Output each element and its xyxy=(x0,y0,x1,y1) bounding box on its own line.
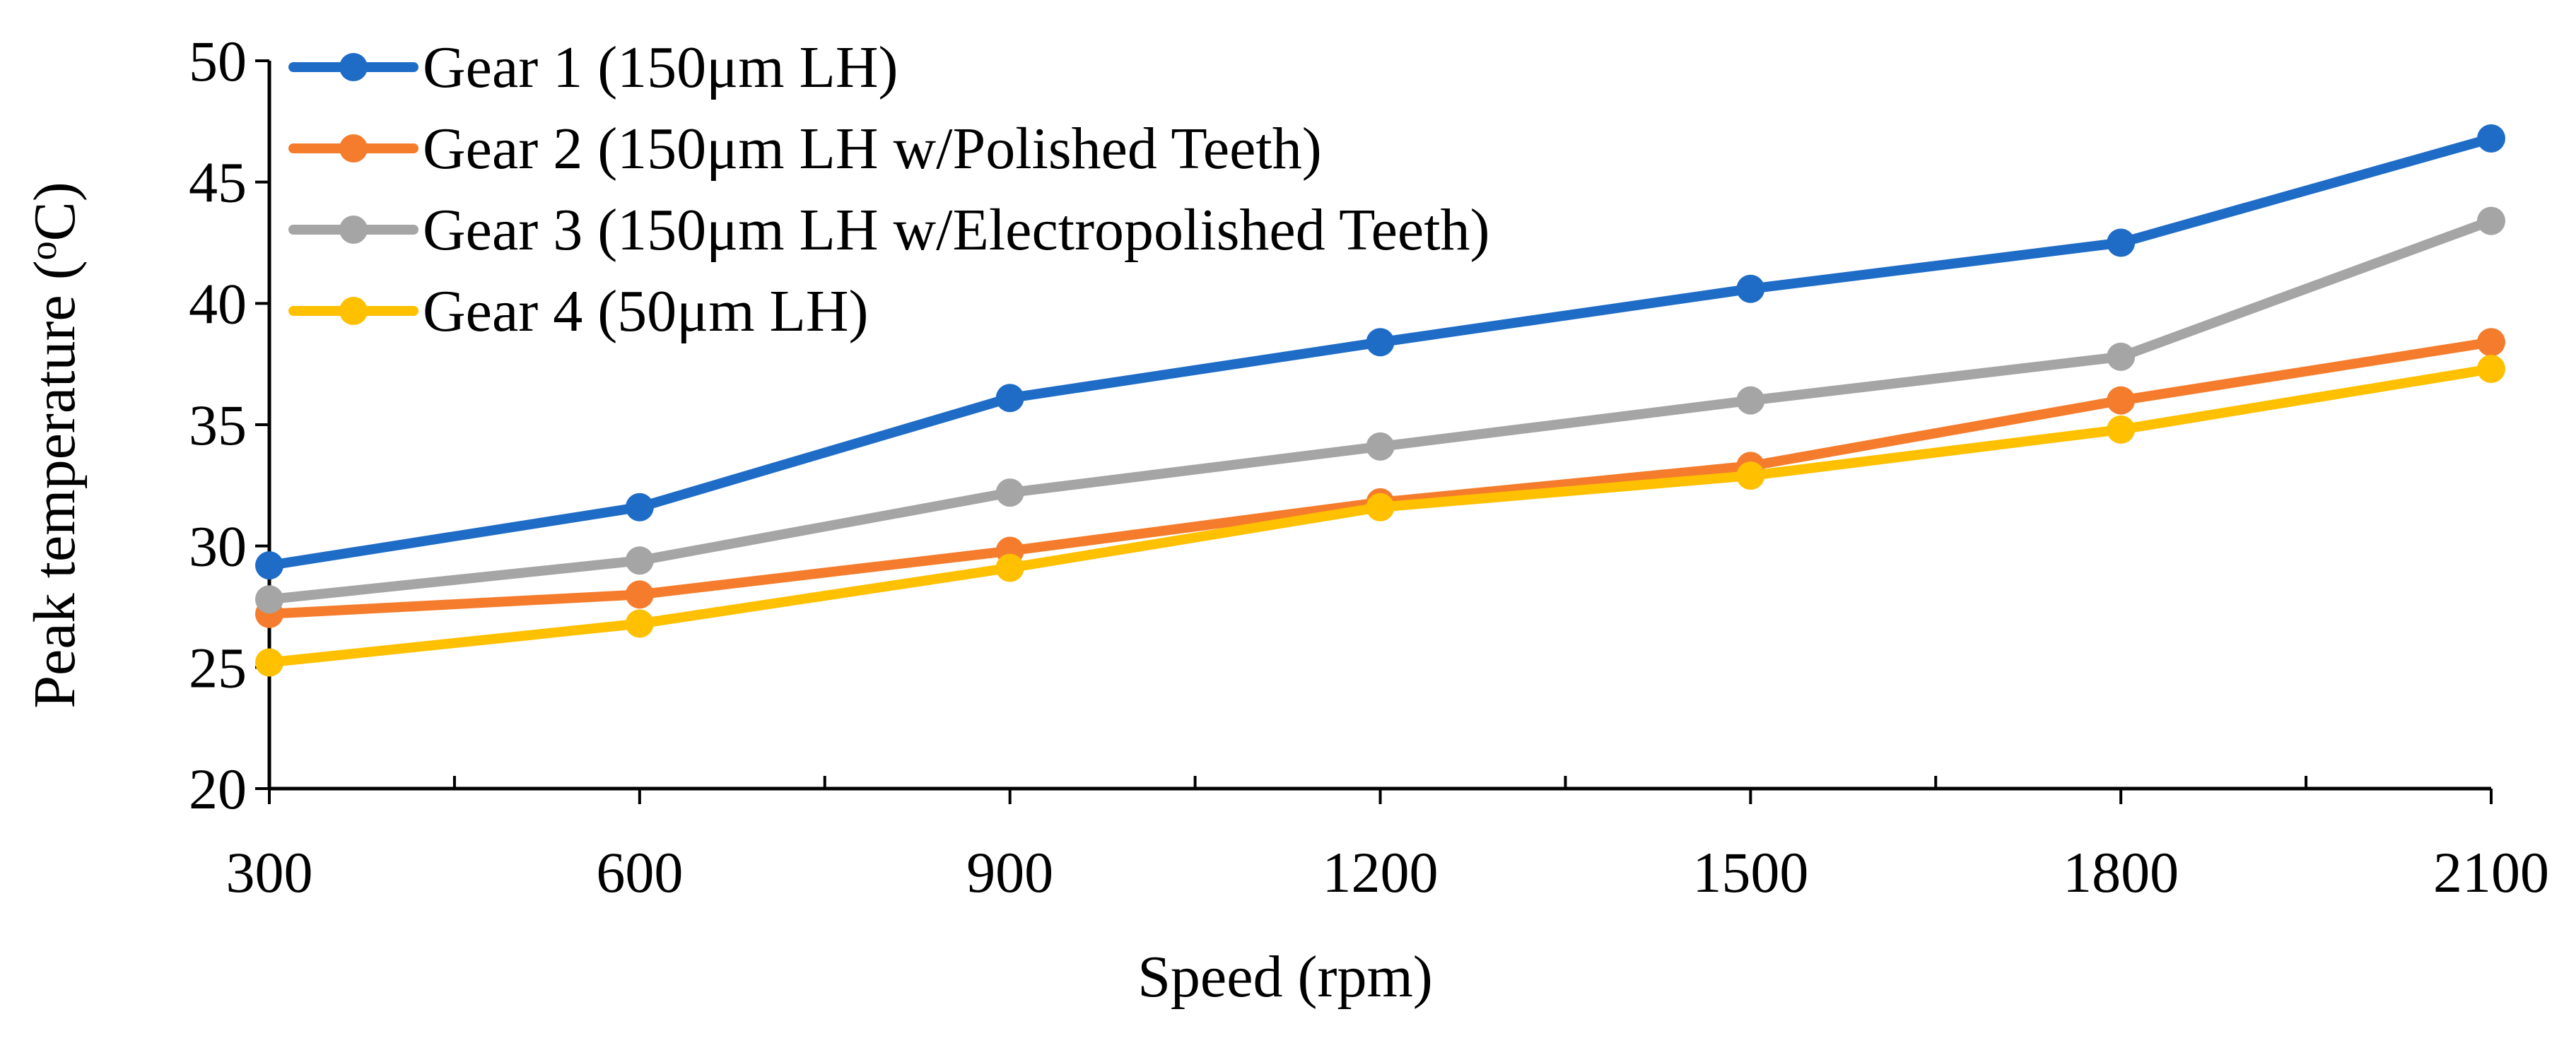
x-tick-label: 900 xyxy=(966,840,1053,904)
data-point xyxy=(625,609,654,638)
series-4 xyxy=(255,355,2505,677)
y-tick-label: 25 xyxy=(189,635,247,700)
y-tick-label: 50 xyxy=(189,29,247,93)
data-point xyxy=(995,478,1024,507)
data-point xyxy=(2477,328,2505,357)
series-layer xyxy=(255,124,2505,677)
y-tick-label: 20 xyxy=(189,757,247,821)
data-point xyxy=(255,585,283,614)
legend-marker-swatch xyxy=(339,297,368,325)
y-axis-title-superscript: o xyxy=(22,241,64,260)
legend-label: Gear 3 (150μm LH w/Electropolished Teeth… xyxy=(423,197,1490,263)
data-point xyxy=(2477,124,2505,153)
x-axis-title: Speed (rpm) xyxy=(1137,944,1433,1010)
data-point xyxy=(2107,415,2136,444)
data-point xyxy=(995,553,1024,582)
x-tick-label: 1500 xyxy=(1692,840,1808,904)
legend-label: Gear 2 (150μm LH w/Polished Teeth) xyxy=(423,116,1322,182)
data-point xyxy=(255,551,283,580)
x-tick-label: 300 xyxy=(226,840,313,904)
x-ticks: 300 600 900 1200 1500 1800 2100 xyxy=(226,776,2549,904)
data-point xyxy=(255,648,283,677)
series-line xyxy=(264,216,2496,605)
legend-marker-swatch xyxy=(339,134,368,163)
x-tick-label: 1800 xyxy=(2063,840,2179,904)
legend-entry: Gear 4 (50μm LH) xyxy=(288,278,869,344)
x-tick-label: 600 xyxy=(596,840,683,904)
data-point xyxy=(625,580,654,609)
legend-entry: Gear 2 (150μm LH w/Polished Teeth) xyxy=(288,116,1322,182)
y-ticks: 20 25 30 35 40 45 50 xyxy=(189,29,269,821)
y-axis-title: Peak temperature (oC) xyxy=(22,182,88,708)
data-point xyxy=(995,384,1024,413)
data-point xyxy=(2107,386,2136,415)
data-point xyxy=(1736,461,1765,490)
series-1 xyxy=(255,124,2505,580)
y-tick-label: 40 xyxy=(189,271,247,336)
legend-label: Gear 4 (50μm LH) xyxy=(423,278,869,344)
x-tick-label: 2100 xyxy=(2433,840,2549,904)
legend-marker-swatch xyxy=(339,53,368,81)
data-point xyxy=(1366,432,1395,461)
data-point xyxy=(1366,493,1395,522)
series-line xyxy=(264,337,2496,619)
y-tick-label: 35 xyxy=(189,393,247,457)
y-tick-label: 45 xyxy=(189,151,247,215)
legend: Gear 1 (150μm LH) Gear 2 (150μm LH w/Poli… xyxy=(288,35,1490,344)
legend-marker-swatch xyxy=(339,216,368,244)
data-point xyxy=(1366,328,1395,357)
legend-label: Gear 1 (150μm LH) xyxy=(423,35,898,100)
series-2 xyxy=(255,328,2505,628)
data-point xyxy=(2107,228,2136,257)
data-point xyxy=(625,546,654,575)
legend-entry: Gear 1 (150μm LH) xyxy=(288,35,898,100)
y-tick-label: 30 xyxy=(189,514,247,579)
legend-entry: Gear 3 (150μm LH w/Electropolished Teeth… xyxy=(288,197,1490,263)
series-3 xyxy=(255,206,2505,614)
data-point xyxy=(625,493,654,522)
x-tick-label: 1200 xyxy=(1323,840,1439,904)
data-point xyxy=(2477,206,2505,235)
data-point xyxy=(1736,274,1765,303)
data-point xyxy=(2107,342,2136,371)
data-point xyxy=(2477,355,2505,384)
data-point xyxy=(1736,386,1765,415)
